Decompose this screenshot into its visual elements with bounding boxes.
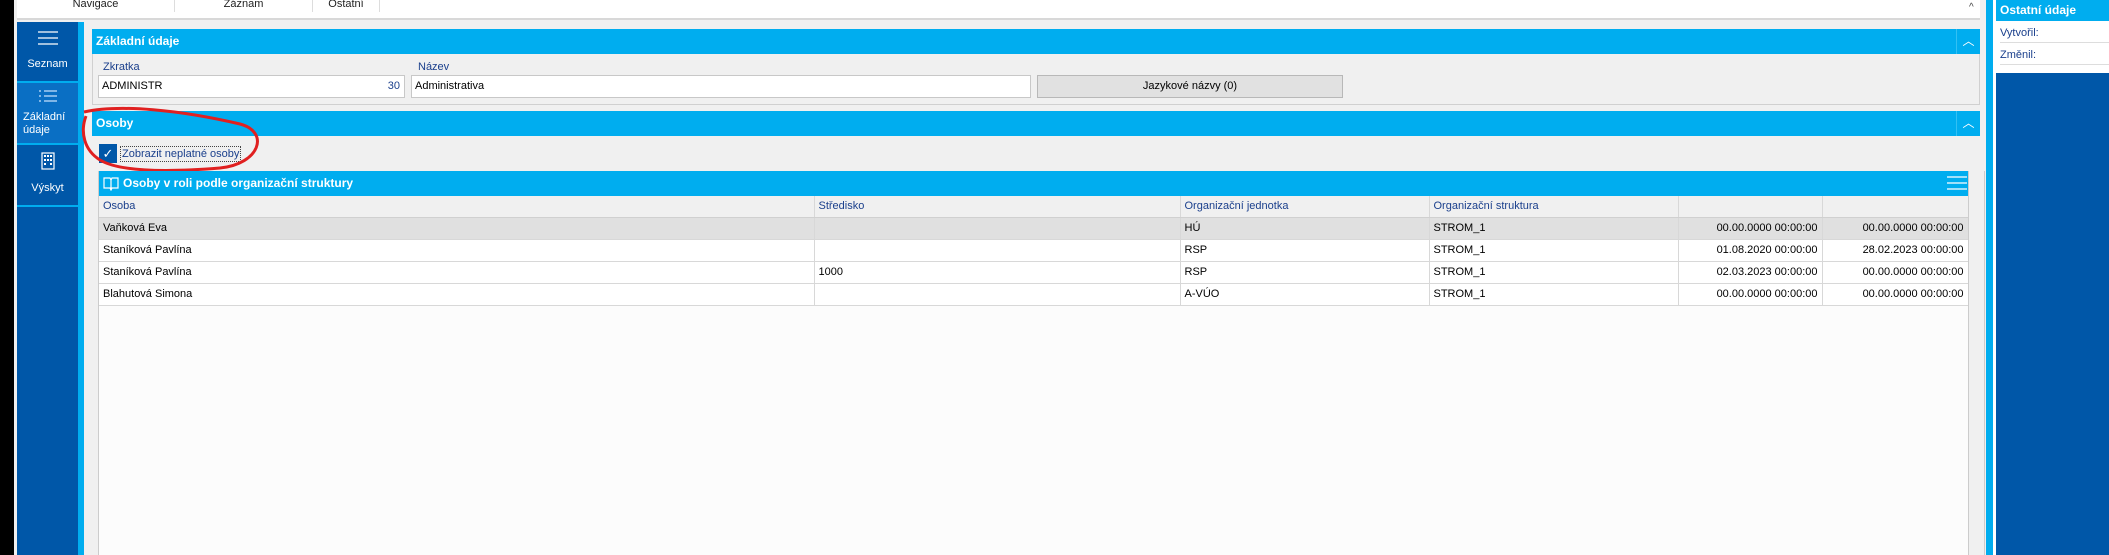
zkratka-value: ADMINISTR [102,80,163,92]
sidebar-item-label: Základní údaje [23,111,66,136]
menu-navigace[interactable]: Navigace [17,0,175,12]
right-panel-body: Vytvořil: Změnil: [1996,21,2109,73]
table-cell: 01.08.2020 00:00:00 [1678,239,1823,262]
table-cell: A-VÚO [1180,283,1430,306]
sidebar-accent-strip [78,22,84,555]
show-invalid-persons-checkbox[interactable]: ✓ [99,144,117,163]
grid-header: Osoby v roli podle organizační struktury [99,171,1969,196]
hamburger-icon [37,31,58,45]
column-header[interactable]: Organizační struktura [1429,196,1679,218]
table-cell: HÚ [1180,217,1430,240]
changed-by-label: Změnil: [2000,45,2109,65]
book-icon [103,177,119,191]
section-title: Základní údaje [96,34,180,48]
zkratka-label: Zkratka [103,61,140,73]
right-accent-strip [1986,0,1993,555]
table-cell [814,217,1181,240]
grid-title: Osoby v roli podle organizační struktury [123,176,354,190]
zkratka-length: 30 [387,80,400,92]
table-cell: Blahutová Simona [99,283,815,306]
menu-bar: Navigace Záznam Ostatní ^ [17,0,1980,20]
table-cell [814,239,1181,262]
building-icon [40,152,55,170]
table-cell: 00.00.0000 00:00:00 [1678,283,1823,306]
table-row[interactable]: Blahutová Simona A-VÚO STROM_1 00.00.0000 0… [99,283,1969,306]
created-by-label: Vytvořil: [2000,23,2109,43]
right-panel: Ostatní údaje Vytvořil: Změnil: [1996,0,2109,555]
table-row[interactable]: Staníková Pavlína RSP STROM_1 01.08.2020 00… [99,239,1969,262]
table-row[interactable]: Vaňková Eva HÚ STROM_1 00.00.0000 00:00:00 0… [99,217,1969,240]
list-icon [38,90,57,102]
chevron-up-icon[interactable]: ︿ [1956,111,1980,136]
nazev-label: Název [418,61,450,73]
menu-ostatni[interactable]: Ostatní [313,0,380,12]
table-row[interactable]: Staníková Pavlína 1000 RSP STROM_1 02.03.202… [99,261,1969,284]
zkratka-field[interactable]: ADMINISTR 30 [98,75,405,98]
table-cell: RSP [1180,261,1430,284]
table-cell: 00.00.0000 00:00:00 [1822,261,1969,284]
window-edge [0,0,14,555]
sidebar: Seznam Základní údaje Výskyt [17,22,78,555]
table-cell: RSP [1180,239,1430,262]
checkmark-icon: ✓ [102,146,114,161]
menu-zaznam[interactable]: Záznam [175,0,313,12]
section-header-basic: Základní údaje ︿ [92,29,1980,54]
table-cell: STROM_1 [1429,261,1679,284]
table-cell: STROM_1 [1429,283,1679,306]
table-cell: Staníková Pavlína [99,239,815,262]
column-header[interactable] [1822,196,1969,218]
collapse-ribbon-icon[interactable]: ^ [1969,2,1974,13]
persons-table: Osoba Středisko Organizační jednotka Organi… [99,196,1969,306]
table-cell: 00.00.0000 00:00:00 [1822,217,1969,240]
sidebar-item-seznam[interactable]: Seznam [17,22,78,83]
section-header-persons: Osoby ︿ [92,111,1980,136]
table-cell [814,283,1181,306]
table-cell: STROM_1 [1429,217,1679,240]
red-annotation-circle [81,106,259,172]
persons-grid: Osoby v roli podle organizační struktury… [98,171,1969,555]
sidebar-item-label: Seznam [27,58,68,70]
basic-panel [92,54,1980,105]
table-cell: 00.00.0000 00:00:00 [1678,217,1823,240]
sidebar-item-zakladni-udaje[interactable]: Základní údaje [17,83,78,145]
divider [1993,0,1996,555]
table-cell: STROM_1 [1429,239,1679,262]
table-cell: 28.02.2023 00:00:00 [1822,239,1969,262]
right-panel-title: Ostatní údaje [1996,0,2109,21]
table-cell: 02.03.2023 00:00:00 [1678,261,1823,284]
table-cell: Staníková Pavlína [99,261,815,284]
column-header[interactable]: Organizační jednotka [1180,196,1430,218]
chevron-up-icon[interactable]: ︿ [1956,29,1980,54]
column-header[interactable]: Osoba [99,196,815,218]
section-title: Osoby [96,116,134,130]
show-invalid-persons-label[interactable]: Zobrazit neplatné osoby [120,146,242,162]
sidebar-item-vyskyt[interactable]: Výskyt [17,145,78,207]
table-cell: 1000 [814,261,1181,284]
grid-menu-icon[interactable] [1947,175,1967,192]
vertical-scrollbar[interactable] [1968,171,1985,555]
column-header[interactable] [1678,196,1823,218]
sidebar-item-label: Výskyt [31,182,64,194]
table-cell: Vaňková Eva [99,217,815,240]
language-names-button[interactable]: Jazykové názvy (0) [1037,75,1343,98]
table-cell: 00.00.0000 00:00:00 [1822,283,1969,306]
nazev-field[interactable]: Administrativa [411,75,1031,98]
column-header[interactable]: Středisko [814,196,1181,218]
